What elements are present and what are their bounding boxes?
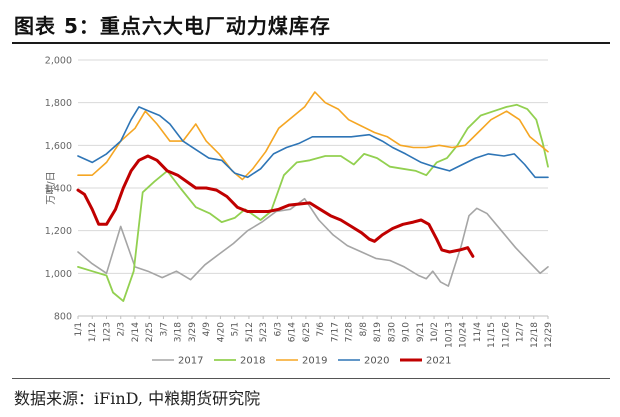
- x-tick-label: 12/7: [516, 322, 526, 342]
- y-tick-label: 1,000: [45, 269, 72, 280]
- source-note: 数据来源：iFinD, 中粮期货研究院: [14, 389, 261, 408]
- legend-label-2017: 2017: [178, 356, 203, 367]
- series-line-2017: [77, 197, 549, 287]
- x-tick-label: 6/25: [302, 322, 312, 342]
- y-tick-label: 1,600: [45, 141, 72, 152]
- x-tick-label: 4/9: [202, 322, 212, 337]
- x-tick-label: 12/29: [544, 322, 554, 348]
- series-line-2019: [77, 91, 549, 181]
- x-tick-label: 1/12: [88, 322, 98, 342]
- y-tick-label: 800: [54, 312, 72, 323]
- x-tick-label: 8/8: [359, 322, 369, 337]
- legend-label-2018: 2018: [240, 356, 265, 367]
- x-tick-label: 12/18: [530, 322, 540, 348]
- x-tick-label: 3/7: [159, 322, 169, 336]
- x-tick-label: 7/17: [330, 322, 340, 342]
- series-line-2018: [77, 103, 549, 302]
- x-tick-label: 8/19: [373, 322, 383, 342]
- y-tick-label: 2,000: [45, 56, 72, 67]
- legend-label-2019: 2019: [302, 356, 327, 367]
- x-tick-label: 8/30: [387, 322, 397, 342]
- x-tick-label: 3/18: [174, 322, 184, 342]
- x-tick-label: 1/1: [74, 322, 84, 336]
- y-axis-label: 万吨/日: [44, 171, 57, 204]
- series-layer: [76, 91, 549, 302]
- x-tick-label: 2/14: [131, 322, 141, 342]
- x-tick-label: 5/1: [231, 322, 241, 336]
- legend-label-2021: 2021: [426, 356, 451, 367]
- x-tick-label: 2/3: [117, 322, 127, 336]
- x-tick-label: 1/23: [102, 322, 112, 342]
- x-tick-label: 9/21: [416, 322, 426, 342]
- x-tick-label: 10/13: [444, 322, 454, 348]
- chart-title: 图表 5：重点六大电厂动力煤库存: [14, 14, 331, 38]
- axis-layer: 800 1,000 1,200 1,400 1,600 1,800 2,000 1/1 1/12…: [45, 56, 554, 348]
- y-tick-label: 1,200: [45, 226, 72, 237]
- x-tick-label: 9/10: [402, 322, 412, 342]
- series-line-2020: [77, 106, 549, 179]
- x-tick-label: 5/12: [245, 322, 255, 342]
- x-tick-label: 5/23: [259, 322, 269, 342]
- x-tick-label: 4/20: [216, 322, 226, 342]
- legend-label-2020: 2020: [364, 356, 389, 367]
- x-tick-label: 6/3: [273, 322, 283, 336]
- x-tick-label: 10/24: [459, 322, 469, 348]
- y-tick-label: 1,800: [45, 98, 72, 109]
- series-line-2021: [76, 154, 475, 258]
- title-rule: [12, 42, 610, 44]
- x-tick-label: 6/14: [288, 322, 298, 342]
- x-tick-label: 7/28: [345, 322, 355, 342]
- x-tick-label: 2/25: [145, 322, 155, 342]
- x-tick-label: 11/26: [501, 322, 511, 348]
- x-tick-label: 7/6: [316, 322, 326, 337]
- x-tick-label: 3/29: [188, 322, 198, 342]
- legend-layer: 2017 2018 2019 2020 2021: [152, 356, 451, 367]
- x-tick-label: 10/2: [430, 322, 440, 342]
- x-tick-label: 11/15: [487, 322, 497, 348]
- footer-rule: [12, 378, 610, 379]
- x-tick-label: 11/4: [473, 322, 483, 342]
- y-tick-label: 1,400: [45, 184, 72, 195]
